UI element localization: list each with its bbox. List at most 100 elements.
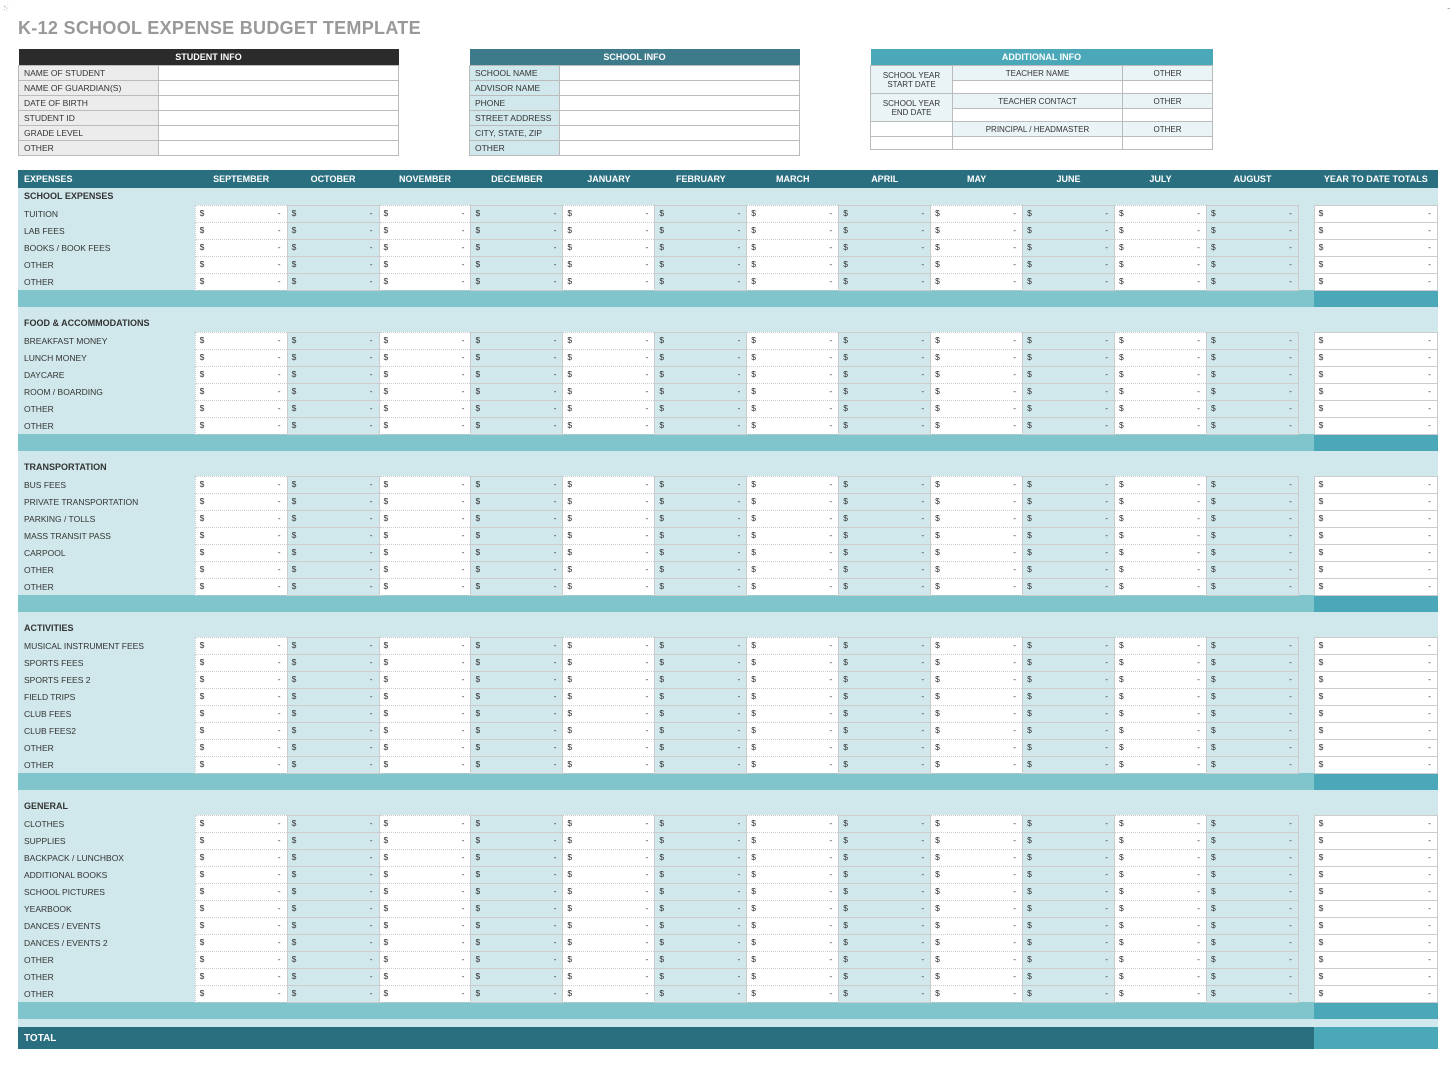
expense-cell[interactable]: $-	[655, 739, 747, 756]
expense-cell[interactable]: $-	[195, 688, 287, 705]
expense-cell[interactable]: $-	[379, 900, 471, 917]
expense-cell[interactable]: $-	[195, 705, 287, 722]
info-value[interactable]	[159, 111, 399, 126]
expense-cell[interactable]: $-	[1023, 866, 1115, 883]
expense-cell[interactable]: $-	[471, 951, 563, 968]
expense-cell[interactable]: $-	[471, 917, 563, 934]
expense-cell[interactable]: $-	[563, 273, 655, 290]
expense-cell[interactable]: $-	[931, 239, 1023, 256]
expense-cell[interactable]: $-	[1023, 900, 1115, 917]
info-value[interactable]	[159, 96, 399, 111]
expense-cell[interactable]: $-	[839, 917, 931, 934]
expense-cell[interactable]: $-	[1115, 637, 1207, 654]
expense-cell[interactable]: $-	[839, 239, 931, 256]
expense-cell[interactable]: $-	[563, 366, 655, 383]
expense-cell[interactable]: $-	[655, 400, 747, 417]
expense-cell[interactable]: $-	[1115, 934, 1207, 951]
expense-cell[interactable]: $-	[1115, 476, 1207, 493]
info-value[interactable]	[953, 109, 1123, 122]
expense-cell[interactable]: $-	[379, 239, 471, 256]
expense-cell[interactable]: $-	[655, 637, 747, 654]
expense-cell[interactable]: $-	[931, 900, 1023, 917]
expense-cell[interactable]: $-	[747, 476, 839, 493]
expense-cell[interactable]: $-	[379, 917, 471, 934]
info-value[interactable]	[953, 81, 1123, 94]
expense-cell[interactable]: $-	[655, 968, 747, 985]
expense-cell[interactable]: $-	[839, 366, 931, 383]
expense-cell[interactable]: $-	[287, 917, 379, 934]
expense-cell[interactable]: $-	[563, 561, 655, 578]
expense-cell[interactable]: $-	[195, 883, 287, 900]
expense-cell[interactable]: $-	[1206, 705, 1298, 722]
expense-cell[interactable]: $-	[563, 849, 655, 866]
expense-cell[interactable]: $-	[655, 332, 747, 349]
expense-cell[interactable]: $-	[747, 849, 839, 866]
expense-cell[interactable]: $-	[379, 951, 471, 968]
expense-cell[interactable]: $-	[655, 493, 747, 510]
expense-cell[interactable]: $-	[839, 273, 931, 290]
expense-cell[interactable]: $-	[655, 832, 747, 849]
expense-cell[interactable]: $-	[1206, 756, 1298, 773]
expense-cell[interactable]: $-	[195, 349, 287, 366]
expense-cell[interactable]: $-	[563, 985, 655, 1002]
expense-cell[interactable]: $-	[195, 849, 287, 866]
expense-cell[interactable]: $-	[1115, 705, 1207, 722]
expense-cell[interactable]: $-	[1115, 417, 1207, 434]
expense-cell[interactable]: $-	[655, 815, 747, 832]
expense-cell[interactable]: $-	[379, 722, 471, 739]
expense-cell[interactable]: $-	[839, 739, 931, 756]
expense-cell[interactable]: $-	[839, 900, 931, 917]
expense-cell[interactable]: $-	[195, 917, 287, 934]
expense-cell[interactable]: $-	[1023, 756, 1115, 773]
expense-cell[interactable]: $-	[1115, 985, 1207, 1002]
expense-cell[interactable]: $-	[195, 417, 287, 434]
expense-cell[interactable]: $-	[1023, 544, 1115, 561]
expense-cell[interactable]: $-	[379, 968, 471, 985]
expense-cell[interactable]: $-	[931, 722, 1023, 739]
expense-cell[interactable]: $-	[655, 705, 747, 722]
expense-cell[interactable]: $-	[1115, 739, 1207, 756]
expense-cell[interactable]: $-	[287, 578, 379, 595]
expense-cell[interactable]: $-	[287, 400, 379, 417]
expense-cell[interactable]: $-	[655, 273, 747, 290]
expense-cell[interactable]: $-	[563, 527, 655, 544]
info-value[interactable]	[159, 141, 399, 156]
info-value[interactable]	[560, 81, 800, 96]
expense-cell[interactable]: $-	[931, 332, 1023, 349]
expense-cell[interactable]: $-	[471, 832, 563, 849]
expense-cell[interactable]: $-	[379, 671, 471, 688]
expense-cell[interactable]: $-	[563, 349, 655, 366]
expense-cell[interactable]: $-	[747, 544, 839, 561]
expense-cell[interactable]: $-	[655, 222, 747, 239]
expense-cell[interactable]: $-	[839, 417, 931, 434]
expense-cell[interactable]: $-	[839, 349, 931, 366]
expense-cell[interactable]: $-	[195, 866, 287, 883]
expense-cell[interactable]: $-	[471, 739, 563, 756]
expense-cell[interactable]: $-	[287, 417, 379, 434]
info-value[interactable]	[560, 126, 800, 141]
expense-cell[interactable]: $-	[563, 866, 655, 883]
expense-cell[interactable]: $-	[1115, 332, 1207, 349]
expense-cell[interactable]: $-	[195, 400, 287, 417]
expense-cell[interactable]: $-	[839, 722, 931, 739]
expense-cell[interactable]: $-	[1206, 561, 1298, 578]
expense-cell[interactable]: $-	[471, 273, 563, 290]
expense-cell[interactable]: $-	[287, 493, 379, 510]
expense-cell[interactable]: $-	[1206, 349, 1298, 366]
expense-cell[interactable]: $-	[655, 366, 747, 383]
expense-cell[interactable]: $-	[1115, 205, 1207, 222]
expense-cell[interactable]: $-	[1023, 417, 1115, 434]
expense-cell[interactable]: $-	[747, 951, 839, 968]
expense-cell[interactable]: $-	[931, 654, 1023, 671]
expense-cell[interactable]: $-	[747, 205, 839, 222]
expense-cell[interactable]: $-	[1023, 493, 1115, 510]
expense-cell[interactable]: $-	[747, 968, 839, 985]
expense-cell[interactable]: $-	[1023, 527, 1115, 544]
expense-cell[interactable]: $-	[1206, 900, 1298, 917]
info-value[interactable]	[953, 137, 1123, 150]
expense-cell[interactable]: $-	[1115, 900, 1207, 917]
expense-cell[interactable]: $-	[1206, 400, 1298, 417]
expense-cell[interactable]: $-	[1206, 273, 1298, 290]
expense-cell[interactable]: $-	[655, 239, 747, 256]
expense-cell[interactable]: $-	[379, 578, 471, 595]
